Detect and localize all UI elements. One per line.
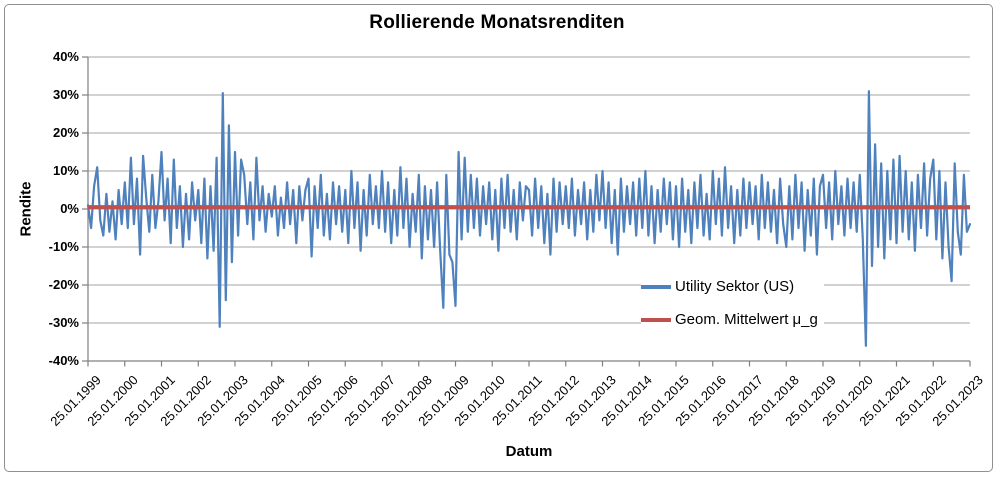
y-tick-label: 0% bbox=[60, 201, 79, 216]
chart-border bbox=[4, 4, 993, 472]
legend-label-mean: Geom. Mittelwert μ_g bbox=[675, 311, 818, 328]
y-tick-label: 40% bbox=[52, 49, 79, 64]
legend: Utility Sektor (US) Geom. Mittelwert μ_g bbox=[641, 270, 824, 336]
series-line-marker bbox=[641, 284, 671, 289]
legend-item-series: Utility Sektor (US) bbox=[641, 270, 818, 303]
legend-item-mean: Geom. Mittelwert μ_g bbox=[641, 303, 818, 336]
mean-line-marker bbox=[641, 317, 671, 322]
y-tick-label: 10% bbox=[52, 163, 79, 178]
x-axis-title: Datum bbox=[505, 443, 553, 460]
series-line-utility-sektor bbox=[86, 90, 972, 347]
y-tick-label: 30% bbox=[52, 87, 79, 102]
y-tick-label: -10% bbox=[48, 239, 79, 254]
y-tick-label: -20% bbox=[48, 277, 79, 292]
legend-label-series: Utility Sektor (US) bbox=[675, 278, 795, 295]
chart-title: Rollierende Monatsrenditen bbox=[369, 12, 625, 33]
y-tick-label: -30% bbox=[48, 315, 79, 330]
y-tick-label: 20% bbox=[52, 125, 79, 140]
y-tick-label: -40% bbox=[48, 353, 79, 368]
